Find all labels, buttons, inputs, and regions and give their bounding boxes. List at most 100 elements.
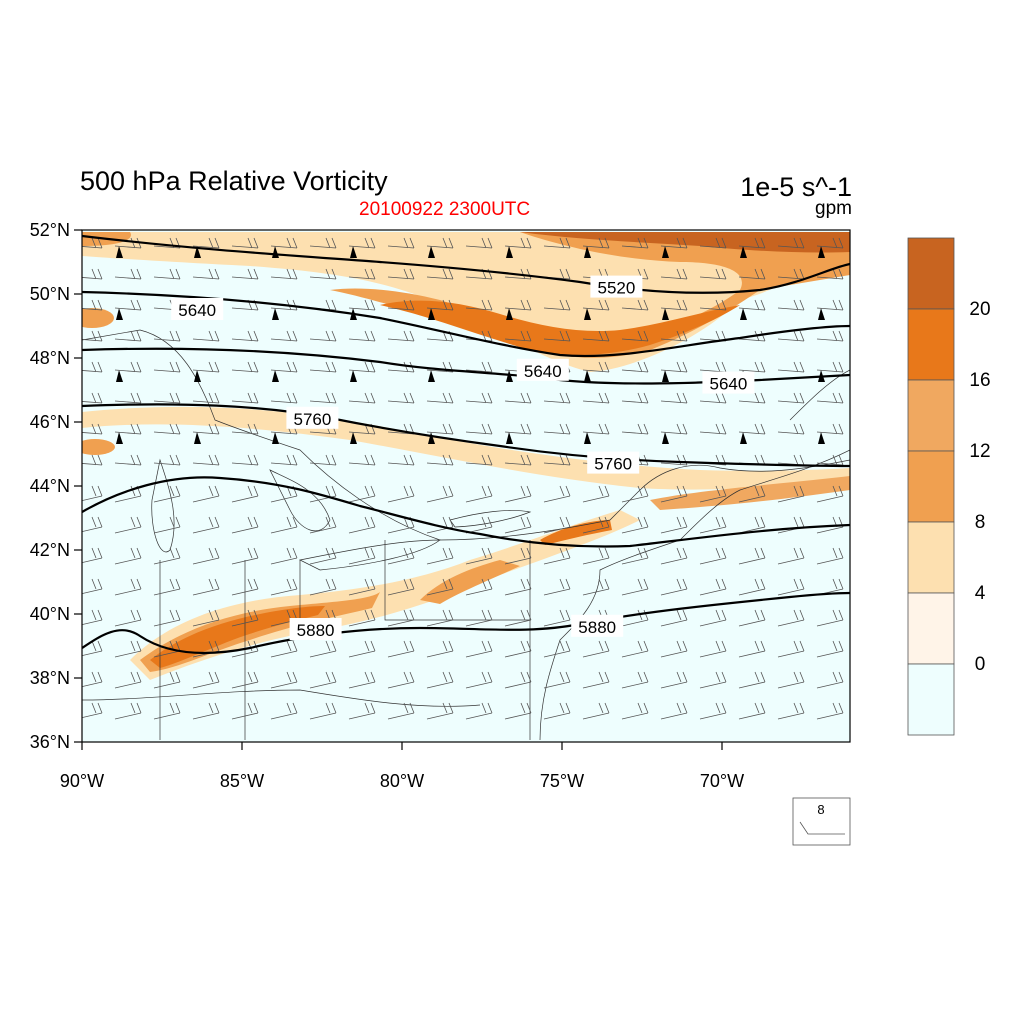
wind-barb [621, 671, 649, 689]
wind-barb [660, 640, 688, 658]
wind-pennant [428, 432, 435, 444]
wind-barb [153, 702, 181, 720]
wind-barb [582, 361, 610, 373]
wind-barb [309, 516, 337, 534]
wind-barb [270, 237, 298, 249]
wind-barb [348, 702, 376, 720]
wind-barb [426, 578, 454, 596]
wind-barb [660, 299, 688, 311]
wind-barb [192, 454, 220, 466]
wind-pennant [818, 308, 825, 320]
wind-barb [114, 547, 142, 565]
wind-barb [699, 578, 727, 596]
wind-barb [231, 547, 259, 565]
wind-barb [738, 392, 766, 404]
wind-barb [348, 485, 376, 503]
wind-barb [387, 237, 415, 249]
contour-5880 [82, 591, 850, 655]
wind-pennant [740, 432, 747, 444]
wind-barb [114, 702, 142, 720]
colorbar-swatch [907, 663, 955, 736]
wind-barb [504, 423, 532, 435]
wind-barb [543, 671, 571, 689]
wind-barb [82, 330, 103, 342]
lon-tick-label: 70°W [700, 771, 744, 791]
colorbar-label: 12 [969, 441, 990, 462]
wind-barb [426, 547, 454, 565]
wind-barb [114, 330, 142, 342]
wind-barb [699, 516, 727, 534]
wind-barb [816, 299, 844, 311]
wind-barb [82, 609, 103, 626]
wind-barb [114, 578, 142, 596]
wind-barb [348, 578, 376, 596]
wind-barb [738, 485, 766, 503]
wind-barb [82, 485, 103, 502]
wind-barb [426, 299, 454, 311]
contour-label: 5520 [597, 279, 635, 298]
wind-barb [582, 330, 610, 342]
wind-barb [387, 268, 415, 280]
wind-barb [738, 609, 766, 627]
coastline-lake-huron [269, 469, 331, 532]
lat-tick-label: 38°N [30, 668, 70, 688]
wind-barb [738, 423, 766, 435]
wind-barb [426, 237, 454, 249]
wind-barb [153, 671, 181, 689]
wind-barb [621, 299, 649, 311]
wind-barb [816, 361, 844, 373]
wind-barb [82, 268, 103, 280]
wind-barb [738, 237, 766, 249]
wind-barb [153, 392, 181, 404]
wind-barb [231, 516, 259, 534]
wind-barb [699, 392, 727, 404]
lat-tick-label: 52°N [30, 220, 70, 240]
map-subtitle: 20100922 2300UTC [359, 199, 531, 220]
wind-barb [543, 454, 571, 466]
wind-barb [82, 392, 103, 404]
wind-barb [153, 454, 181, 466]
wind-barb [660, 392, 688, 404]
wind-pennant [662, 308, 669, 320]
wind-barb [192, 237, 220, 249]
wind-barb [387, 485, 415, 503]
wind-barb [82, 702, 103, 719]
lon-tick-label: 90°W [60, 771, 104, 791]
wind-barb [816, 485, 844, 503]
wind-barb [270, 361, 298, 373]
wind-pennant [350, 432, 357, 444]
wind-barb [504, 237, 532, 249]
wind-barb [270, 392, 298, 404]
wind-barb [699, 547, 727, 565]
wind-pennant [272, 370, 279, 382]
wind-barb [660, 702, 688, 720]
wind-pennant [116, 308, 123, 320]
contour-label-bg [289, 618, 342, 640]
wind-barb [270, 516, 298, 534]
wind-pennant [428, 370, 435, 382]
wind-barb [699, 609, 727, 627]
wind-barb [82, 454, 103, 466]
wind-barb [387, 454, 415, 466]
wind-barb [621, 578, 649, 596]
wind-barb [543, 299, 571, 311]
wind-barb [504, 330, 532, 342]
wind-barb [621, 485, 649, 503]
wind-barb [192, 330, 220, 342]
wind-barb [348, 547, 376, 565]
wind-barb [504, 671, 532, 689]
wind-barb [114, 268, 142, 280]
wind-barb [738, 671, 766, 689]
contour-label-bg [702, 371, 755, 394]
wind-barb [270, 268, 298, 280]
lat-tick-label: 50°N [30, 284, 70, 304]
wind-barb [348, 454, 376, 466]
wind-barb [816, 392, 844, 404]
coastline-lake-erie [298, 539, 442, 571]
wind-barb [660, 237, 688, 249]
wind-barb [387, 299, 415, 311]
wind-barb [777, 547, 805, 565]
contour-label-bg [571, 614, 624, 637]
wind-barb [504, 454, 532, 466]
vort-patch-left-1 [82, 308, 114, 328]
